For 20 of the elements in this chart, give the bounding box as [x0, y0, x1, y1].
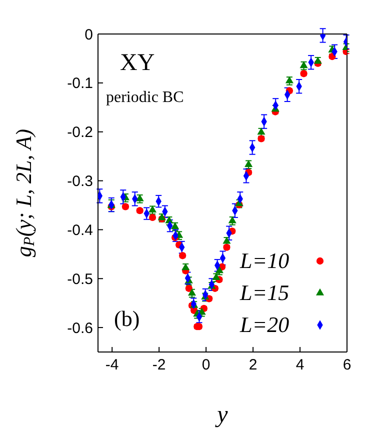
y-tick-label: -0.6: [67, 320, 93, 337]
y-tick-label: -0.1: [67, 75, 93, 92]
annotation: periodic BC: [106, 89, 184, 106]
x-tick-label: -2: [152, 356, 166, 374]
legend-label: L=20: [239, 312, 290, 337]
y-tick-label: 0: [84, 26, 93, 44]
x-axis-title: y: [215, 402, 228, 428]
legend-label: L=10: [239, 248, 290, 273]
x-tick-label: 4: [296, 356, 304, 374]
legend-label: L=15: [239, 280, 290, 305]
y-tick-label: -0.4: [67, 222, 93, 240]
x-tick-label: 2: [248, 356, 258, 374]
y-tick-label: -0.5: [67, 270, 93, 288]
x-tick-label: -4: [105, 356, 119, 374]
y-tick-label: -0.2: [67, 124, 93, 142]
annotation: (b): [114, 306, 140, 331]
x-tick-label: 0: [202, 356, 210, 374]
x-tick-label: 6: [342, 356, 352, 374]
annotation: XY: [120, 50, 155, 76]
y-tick-label: -0.3: [67, 173, 93, 190]
